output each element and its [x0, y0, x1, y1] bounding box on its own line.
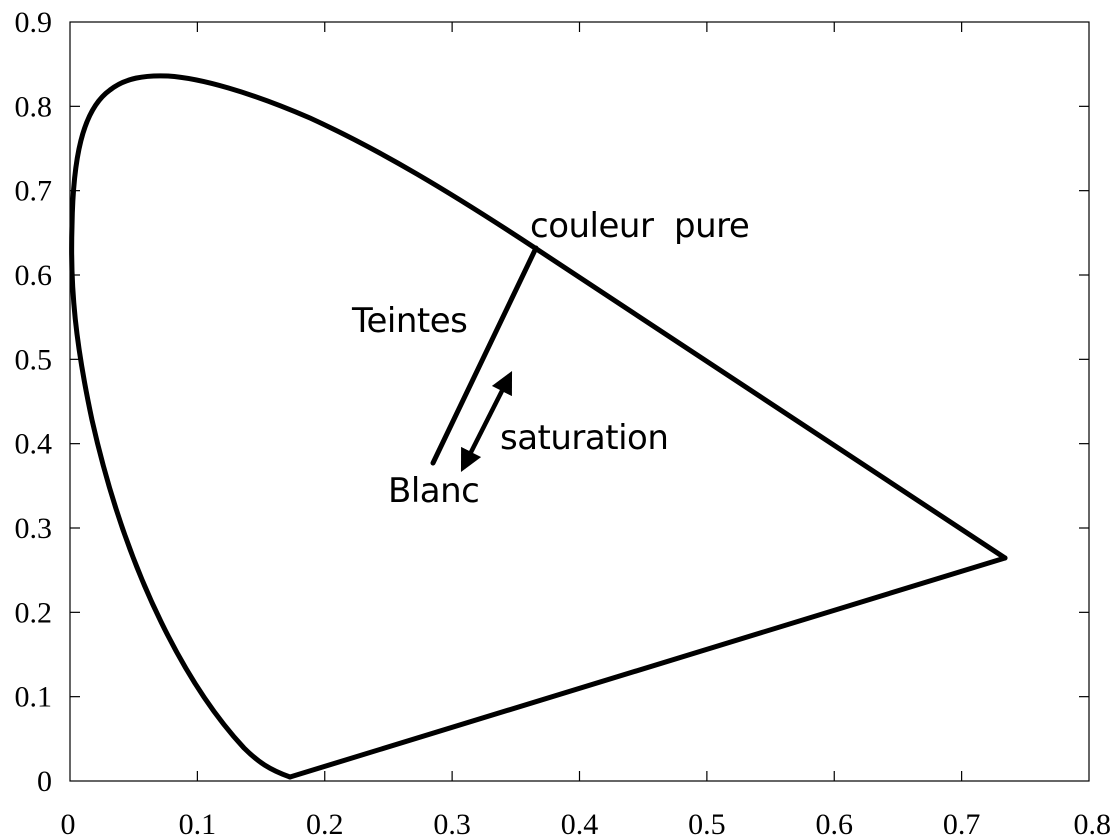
hue-line [430, 245, 539, 466]
y-tick-label: 0.9 [15, 6, 53, 39]
pure-color-label: couleur pure [530, 206, 749, 246]
white-label: Blanc [388, 471, 479, 511]
x-tick-label: 0.5 [688, 808, 726, 840]
plot-frame [69, 21, 1090, 782]
saturation-arrow [460, 370, 513, 473]
y-tick-label: 0.3 [15, 512, 53, 545]
x-tick-label: 0 [61, 808, 76, 840]
y-tick-label: 0 [37, 765, 52, 798]
x-tick-label: 0.4 [561, 808, 599, 840]
x-tick-label: 0.6 [816, 808, 854, 840]
x-tick-label: 0.8 [1074, 808, 1112, 840]
x-tick-label: 0.7 [943, 808, 981, 840]
y-tick-label: 0.5 [15, 343, 53, 376]
y-tick-label: 0.4 [15, 428, 53, 461]
hues-label: Teintes [351, 301, 467, 341]
x-tick-label: 0.3 [433, 808, 471, 840]
x-tick-label: 0.1 [179, 808, 217, 840]
x-tick-label: 0.2 [306, 808, 344, 840]
purple-line [287, 555, 1008, 780]
y-axis-ticks: 0 0.1 0.2 0.3 0.4 0.5 0.6 0.7 0.8 0.9 [15, 6, 1089, 798]
saturation-label: saturation [500, 418, 668, 458]
y-tick-label: 0.6 [15, 259, 53, 292]
x-axis-ticks: 0 0.1 0.2 0.3 0.4 0.5 0.6 0.7 0.8 [61, 22, 1112, 840]
y-tick-label: 0.8 [15, 90, 53, 123]
spectral-locus-curve [69, 73, 1008, 780]
y-tick-label: 0.1 [15, 681, 53, 714]
y-tick-label: 0.2 [15, 596, 53, 629]
y-tick-label: 0.7 [15, 175, 53, 208]
